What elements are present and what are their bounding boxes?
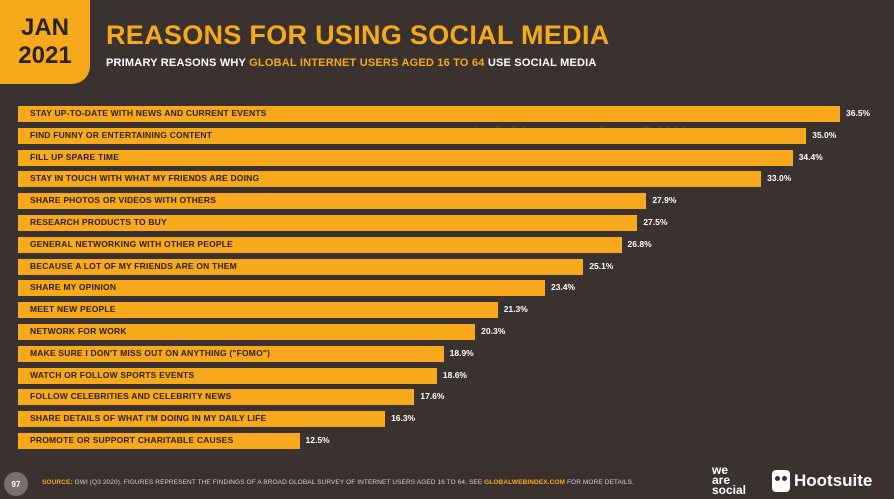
bar xyxy=(18,149,793,166)
bar-value-label: 34.4% xyxy=(798,151,823,162)
bar-label: FIND FUNNY OR ENTERTAINING CONTENT xyxy=(30,129,213,140)
bar-row: RESEARCH PRODUCTS TO BUY 27.5% xyxy=(0,212,894,234)
bar xyxy=(18,367,437,384)
logo-are: are xyxy=(712,473,731,487)
bar-label: MEET NEW PEOPLE xyxy=(30,304,116,315)
source-tail: FOR MORE DETAILS. xyxy=(565,479,634,486)
bar-label: SHARE DETAILS OF WHAT I'M DOING IN MY DA… xyxy=(30,413,267,424)
bar-label: WATCH OR FOLLOW SPORTS EVENTS xyxy=(30,369,195,380)
bar-value-label: 21.3% xyxy=(503,304,528,315)
bar-row: STAY IN TOUCH WITH WHAT MY FRIENDS ARE D… xyxy=(0,168,894,190)
source-head: SOURCE: xyxy=(42,479,73,486)
source-link[interactable]: GLOBALWEBINDEX.COM xyxy=(484,479,566,486)
bar-row: BECAUSE A LOT OF MY FRIENDS ARE ON THEM 2… xyxy=(0,256,894,278)
bar-row: FIND FUNNY OR ENTERTAINING CONTENT 35.0% xyxy=(0,125,894,147)
bar xyxy=(18,302,498,319)
bar-label: BECAUSE A LOT OF MY FRIENDS ARE ON THEM xyxy=(30,260,237,271)
source-note: SOURCE: GWI (Q3 2020). FIGURES REPRESENT… xyxy=(42,479,634,486)
page-number: 97 xyxy=(4,472,28,496)
bar-label: STAY IN TOUCH WITH WHAT MY FRIENDS ARE D… xyxy=(30,173,260,184)
bar xyxy=(18,106,840,122)
page-subtitle: PRIMARY REASONS WHY GLOBAL INTERNET USER… xyxy=(106,57,597,69)
bar-value-label: 27.5% xyxy=(643,217,668,227)
bar-chart: STAY UP-TO-DATE WITH NEWS AND CURRENT EV… xyxy=(0,98,894,458)
bar-row: SHARE MY OPINION 23.4% xyxy=(0,277,894,299)
bar-value-label: 20.3% xyxy=(481,326,506,336)
bar xyxy=(18,171,762,188)
bar-label: SHARE PHOTOS OR VIDEOS WITH OTHERS xyxy=(30,195,217,206)
owl-icon xyxy=(772,470,790,492)
bar-value-label: 36.5% xyxy=(846,108,871,118)
bar xyxy=(18,258,584,275)
bar xyxy=(18,324,476,340)
bar-value-label: 16.3% xyxy=(391,413,416,424)
bar xyxy=(18,193,647,210)
bar-value-label: 18.9% xyxy=(449,347,474,358)
date-badge: JAN 2021 xyxy=(0,0,90,84)
bar-label: STAY UP-TO-DATE WITH NEWS AND CURRENT EV… xyxy=(30,108,267,118)
bar-value-label: 17.6% xyxy=(420,391,445,402)
subtitle-post: USE SOCIAL MEDIA xyxy=(484,57,597,69)
bar-row: FILL UP SPARE TIME 34.4% xyxy=(0,147,894,169)
bar-row: MAKE SURE I DON'T MISS OUT ON ANYTHING (… xyxy=(0,343,894,365)
bar-label: FILL UP SPARE TIME xyxy=(30,151,120,162)
bar xyxy=(18,433,300,449)
subtitle-pre: PRIMARY REASONS WHY xyxy=(106,57,250,69)
bar-row: SHARE DETAILS OF WHAT I'M DOING IN MY DA… xyxy=(0,408,894,430)
bar-value-label: 12.5% xyxy=(305,435,330,445)
bar-label: SHARE MY OPINION xyxy=(30,282,117,293)
bar-label: PROMOTE OR SUPPORT CHARITABLE CAUSES xyxy=(30,435,234,445)
bar xyxy=(18,236,622,253)
bar xyxy=(18,389,415,406)
bar-row: PROMOTE OR SUPPORT CHARITABLE CAUSES 12.5… xyxy=(0,430,894,452)
bar-label: MAKE SURE I DON'T MISS OUT ON ANYTHING (… xyxy=(30,347,271,358)
bar-value-label: 33.0% xyxy=(767,173,792,184)
bar-row: WATCH OR FOLLOW SPORTS EVENTS 18.6% xyxy=(0,365,894,387)
source-text: GWI (Q3 2020). FIGURES REPRESENT THE FIN… xyxy=(72,479,485,486)
bar-row: SHARE PHOTOS OR VIDEOS WITH OTHERS 27.9% xyxy=(0,190,894,212)
logo-we: we xyxy=(712,463,729,477)
bar-row: MEET NEW PEOPLE 21.3% xyxy=(0,299,894,321)
bar xyxy=(18,127,807,144)
date-year: 2021 xyxy=(18,42,72,69)
logo-social: social xyxy=(712,483,747,497)
bar-value-label: 26.8% xyxy=(627,238,652,249)
bar-label: FOLLOW CELEBRITIES AND CELEBRITY NEWS xyxy=(30,391,232,402)
bar xyxy=(18,411,386,428)
subtitle-highlight: GLOBAL INTERNET USERS AGED 16 TO 64 xyxy=(249,57,485,69)
date-month: JAN xyxy=(20,14,69,41)
bar-row: FOLLOW CELEBRITIES AND CELEBRITY NEWS 17.… xyxy=(0,386,894,408)
bar-value-label: 35.0% xyxy=(812,129,837,140)
bar xyxy=(18,345,444,362)
we-are-social-logo: we are social xyxy=(712,463,762,497)
bar-value-label: 18.6% xyxy=(442,369,467,380)
bar-value-label: 23.4% xyxy=(550,282,576,293)
bar xyxy=(18,215,638,231)
bar-label: NETWORK FOR WORK xyxy=(30,326,127,336)
bar-row: NETWORK FOR WORK 20.3% xyxy=(0,321,894,343)
bar-value-label: 25.1% xyxy=(589,260,614,271)
hootsuite-logo: Hootsuite xyxy=(772,470,872,492)
bar xyxy=(18,280,545,297)
page-title: REASONS FOR USING SOCIAL MEDIA xyxy=(106,20,610,50)
bar-row: GENERAL NETWORKING WITH OTHER PEOPLE 26.8… xyxy=(0,234,894,256)
bar-label: GENERAL NETWORKING WITH OTHER PEOPLE xyxy=(30,238,234,249)
hootsuite-logo-text: Hootsuite xyxy=(794,471,873,490)
bar-row: STAY UP-TO-DATE WITH NEWS AND CURRENT EV… xyxy=(0,103,894,125)
bar-label: RESEARCH PRODUCTS TO BUY xyxy=(30,217,167,227)
bar-value-label: 27.9% xyxy=(652,195,677,206)
